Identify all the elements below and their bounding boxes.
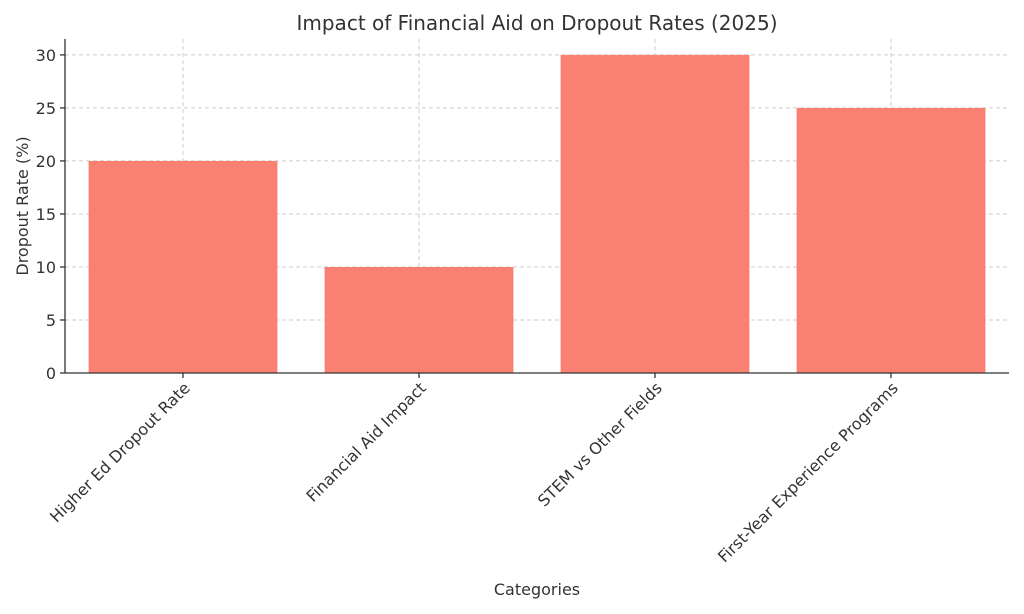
x-tick-label: Financial Aid Impact <box>302 378 429 505</box>
bar <box>560 54 750 374</box>
bar <box>796 107 986 374</box>
x-axis-ticks: Higher Ed Dropout Rate Financial Aid Impa… <box>46 373 902 566</box>
y-axis-label: Dropout Rate (%) <box>13 136 32 275</box>
x-tick-label: Higher Ed Dropout Rate <box>46 378 194 526</box>
bar <box>88 160 278 373</box>
bars <box>88 54 986 374</box>
x-tick-label: STEM vs Other Fields <box>534 378 666 510</box>
axes <box>64 39 1009 374</box>
y-axis-ticks: 0 5 10 15 20 25 30 <box>36 46 65 383</box>
chart-title: Impact of Financial Aid on Dropout Rates… <box>296 11 777 35</box>
x-tick-label: First-Year Experience Programs <box>714 378 902 566</box>
y-tick-label: 15 <box>36 205 56 224</box>
y-tick-label: 25 <box>36 99 56 118</box>
bar <box>324 266 514 373</box>
y-tick-label: 5 <box>46 311 56 330</box>
x-axis-label: Categories <box>494 580 580 599</box>
y-tick-label: 10 <box>36 258 56 277</box>
y-tick-label: 30 <box>36 46 56 65</box>
y-tick-label: 0 <box>46 364 56 383</box>
y-tick-label: 20 <box>36 152 56 171</box>
